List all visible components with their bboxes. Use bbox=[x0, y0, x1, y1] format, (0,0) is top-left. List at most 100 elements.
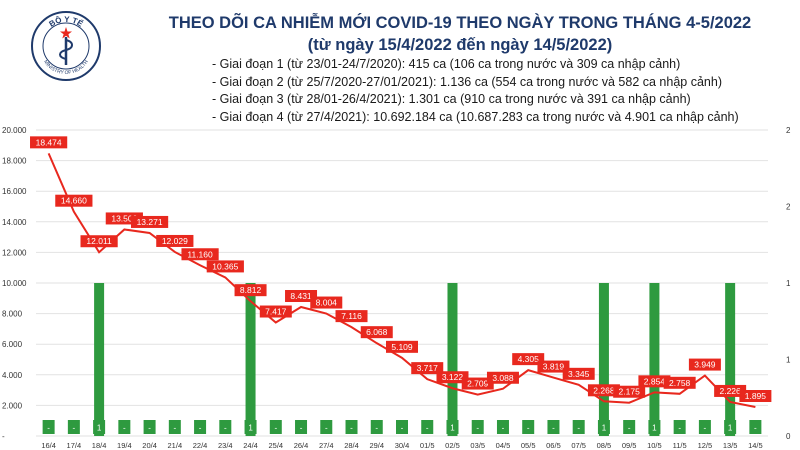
bar-label-box bbox=[572, 420, 585, 434]
logo-serpent-icon bbox=[59, 39, 73, 60]
bar-label: - bbox=[476, 424, 479, 433]
bar bbox=[598, 283, 609, 436]
bar-label-box bbox=[269, 420, 282, 434]
line-label-box bbox=[688, 358, 721, 371]
line-label-box bbox=[613, 385, 646, 398]
bar-label: - bbox=[173, 424, 176, 433]
bar-label: - bbox=[628, 424, 631, 433]
y-tick-right: 1 bbox=[786, 279, 791, 288]
x-tick-label: 11/5 bbox=[673, 441, 687, 450]
phase-note-2: - Giai đoạn 2 (từ 25/7/2020-27/01/2021):… bbox=[212, 74, 722, 89]
line-label-box bbox=[156, 234, 194, 247]
x-tick-label: 17/4 bbox=[67, 441, 82, 450]
logo-text-top: BỘ Y TẾ bbox=[48, 15, 86, 29]
x-tick-label: 25/4 bbox=[268, 441, 283, 450]
line-label-box bbox=[55, 194, 93, 207]
line-label-box bbox=[486, 371, 519, 384]
bar-label-box bbox=[93, 420, 106, 434]
line-data-label: 2.175 bbox=[619, 387, 641, 397]
y-tick-left: 10.000 bbox=[2, 279, 27, 288]
y-tick-left: 12.000 bbox=[2, 248, 27, 257]
bar-label-box bbox=[320, 420, 333, 434]
bar bbox=[245, 283, 256, 436]
line-data-label: 12.011 bbox=[86, 236, 112, 246]
x-tick-label: 23/4 bbox=[218, 441, 233, 450]
line-data-label: 11.160 bbox=[187, 249, 213, 259]
line-data-label: 18.474 bbox=[36, 137, 62, 147]
y-tick-right: 1 bbox=[786, 356, 791, 365]
line-label-box bbox=[638, 375, 671, 388]
x-tick-label: 26/4 bbox=[294, 441, 309, 450]
x-tick-label: 21/4 bbox=[168, 441, 183, 450]
line-label-box bbox=[663, 376, 696, 389]
line-data-label: 12.029 bbox=[162, 236, 188, 246]
x-tick-label: 07/5 bbox=[571, 441, 586, 450]
x-tick-label: 20/4 bbox=[142, 441, 157, 450]
line-label-box bbox=[310, 296, 343, 309]
bar-label: 1 bbox=[97, 424, 102, 433]
bar-label: 1 bbox=[652, 424, 657, 433]
title-line-2: (từ ngày 15/4/2022 đến ngày 14/5/2022) bbox=[307, 36, 613, 54]
bar-label-box bbox=[194, 420, 207, 434]
line-label-box bbox=[285, 290, 318, 303]
bar-label: - bbox=[375, 424, 378, 433]
y-tick-right: 2 bbox=[786, 203, 791, 212]
line-data-label: 3.122 bbox=[442, 372, 464, 382]
bar-label: 1 bbox=[602, 424, 607, 433]
y-tick-left: 2.000 bbox=[2, 401, 23, 410]
bar-label-box bbox=[724, 420, 737, 434]
bar-label-box bbox=[648, 420, 661, 434]
line-label-box bbox=[181, 248, 219, 261]
bar-label: - bbox=[678, 424, 681, 433]
x-tick-label: 05/5 bbox=[521, 441, 536, 450]
x-tick-label: 06/5 bbox=[546, 441, 561, 450]
bar-label: - bbox=[527, 424, 530, 433]
y-tick-left: 14.000 bbox=[2, 218, 27, 227]
bar-label-box bbox=[597, 420, 610, 434]
bar-label-box bbox=[522, 420, 535, 434]
line-data-label: 14.660 bbox=[61, 196, 87, 206]
bar-label-box bbox=[749, 420, 762, 434]
bar-label: 1 bbox=[450, 424, 455, 433]
bar-label: - bbox=[754, 424, 757, 433]
bar-label-box bbox=[143, 420, 156, 434]
bar bbox=[94, 283, 105, 436]
line-data-label: 3.819 bbox=[543, 362, 565, 372]
x-tick-label: 04/5 bbox=[496, 441, 511, 450]
line-data-label: 7.417 bbox=[265, 307, 287, 317]
x-tick-label: 12/5 bbox=[698, 441, 713, 450]
x-tick-label: 18/4 bbox=[92, 441, 107, 450]
bar-label: - bbox=[401, 424, 404, 433]
line-label-box bbox=[130, 215, 169, 228]
line-data-label: 2.854 bbox=[644, 376, 666, 386]
logo-star-icon bbox=[60, 27, 72, 39]
title-line-1: THEO DÕI CA NHIỄM MỚI COVID-19 THEO NGÀY… bbox=[168, 14, 752, 32]
x-tick-label: 22/4 bbox=[193, 441, 208, 450]
y-tick-right: 2 bbox=[786, 126, 791, 135]
x-tick-label: 02/5 bbox=[445, 441, 460, 450]
bar-label-box bbox=[370, 420, 383, 434]
line-data-label: 2.226 bbox=[719, 386, 741, 396]
bar-label: - bbox=[704, 424, 707, 433]
bar-label-box bbox=[673, 420, 686, 434]
line-label-box bbox=[30, 136, 68, 149]
bar bbox=[725, 283, 736, 436]
line-label-box bbox=[562, 367, 595, 380]
y-tick-left: 8.000 bbox=[2, 310, 23, 319]
bar-label-box bbox=[547, 420, 560, 434]
bar-label-box bbox=[623, 420, 636, 434]
bar-label-box bbox=[396, 420, 408, 434]
x-tick-label: 19/4 bbox=[117, 441, 132, 450]
line-label-box bbox=[512, 353, 545, 366]
bar-label-box bbox=[421, 420, 434, 434]
x-tick-label: 24/4 bbox=[243, 441, 258, 450]
x-tick-label: 16/4 bbox=[41, 441, 56, 450]
line-label-box bbox=[714, 384, 747, 397]
bar-label: - bbox=[199, 424, 202, 433]
line-data-label: 8.431 bbox=[290, 291, 312, 301]
bar-label: - bbox=[300, 424, 303, 433]
line-label-box bbox=[80, 235, 118, 248]
bar-label-box bbox=[295, 420, 308, 434]
line-data-label: 10.365 bbox=[212, 261, 238, 271]
